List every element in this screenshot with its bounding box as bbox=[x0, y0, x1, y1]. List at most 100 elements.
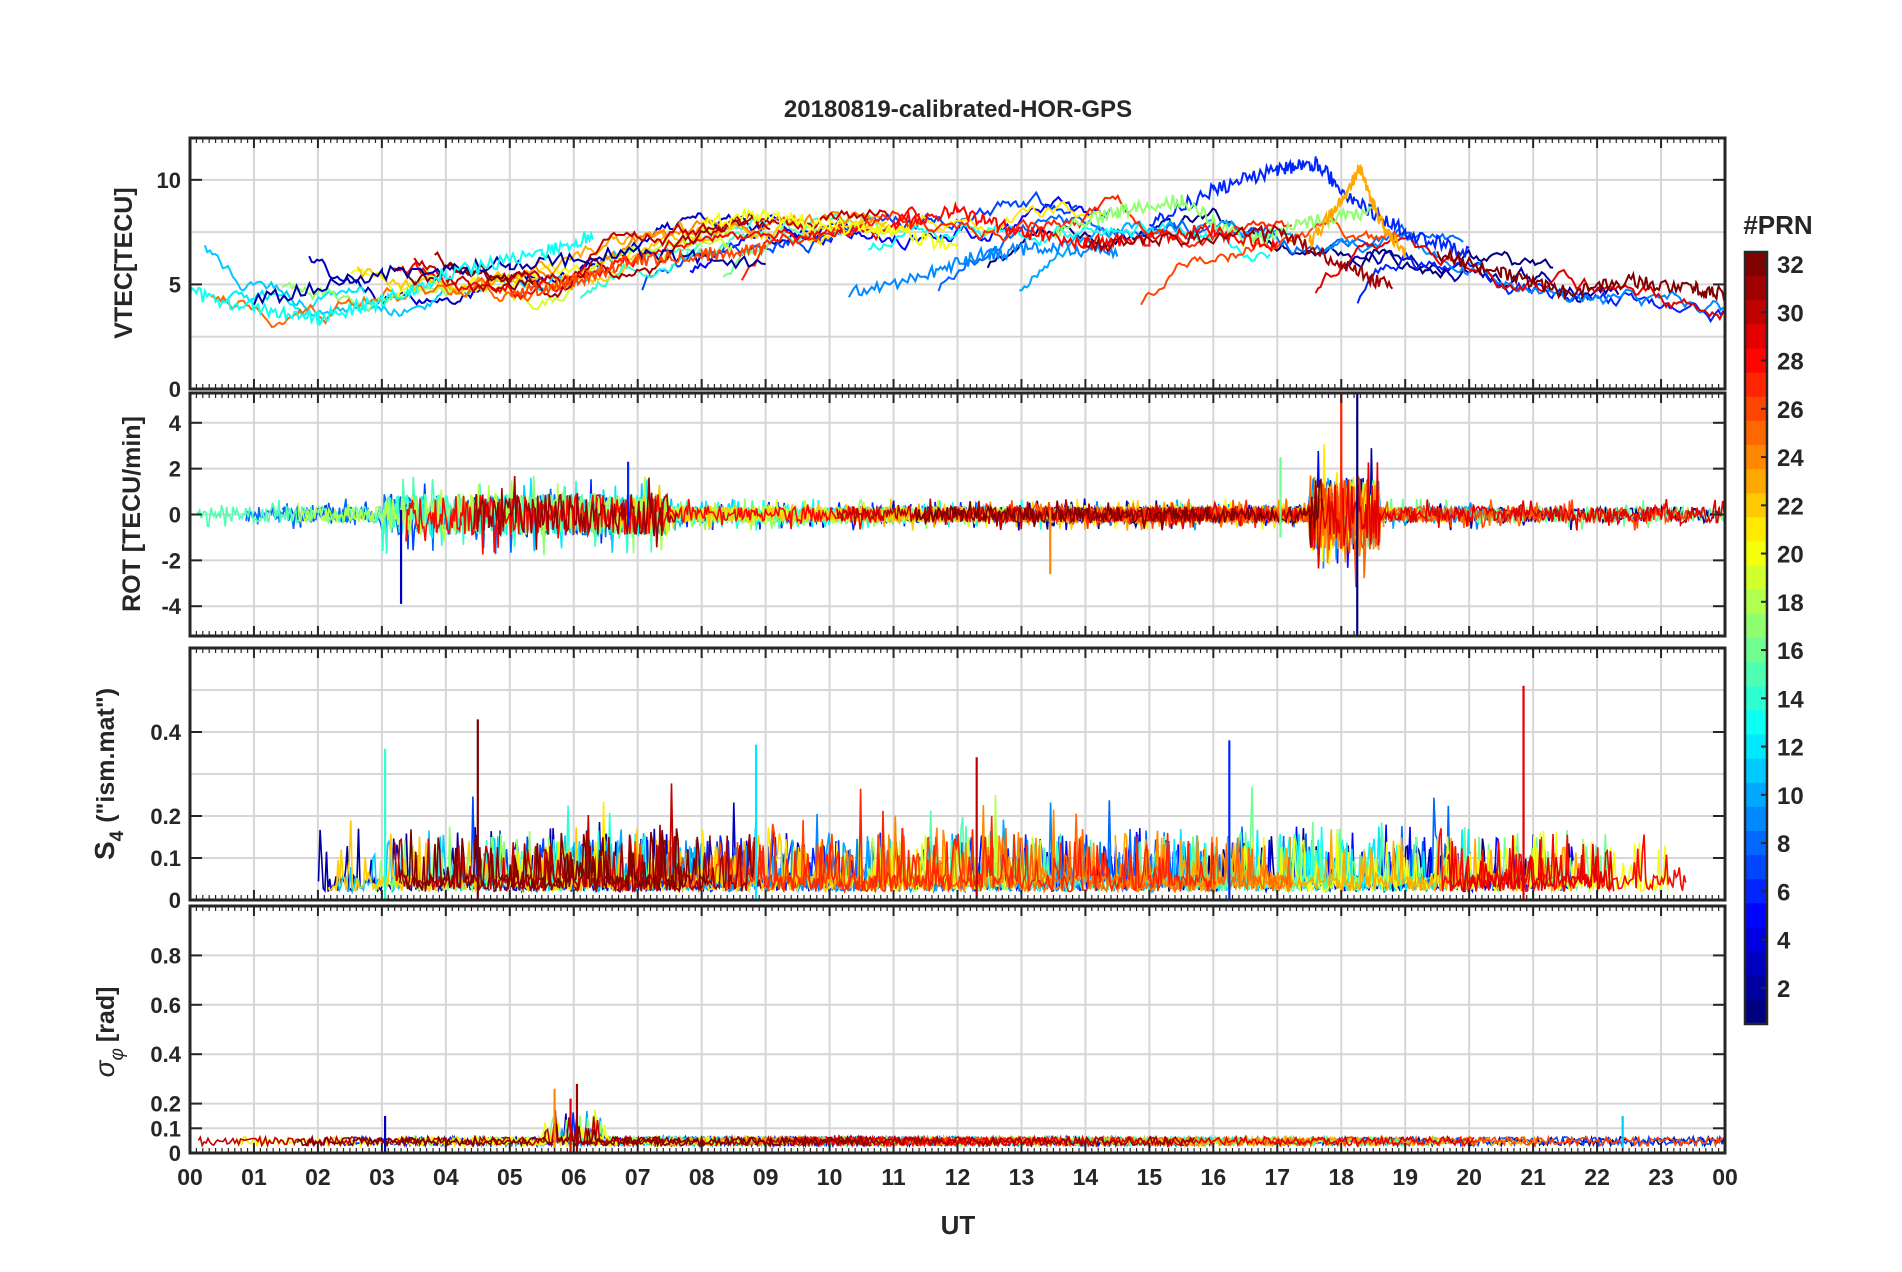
panel-rot-ylabel: ROT [TECU/min] bbox=[118, 416, 146, 612]
s4-trace-prn-29 bbox=[1446, 835, 1615, 893]
panel-s4-ytick-label: 0.2 bbox=[150, 804, 181, 829]
panel-vtec-trace-group bbox=[190, 156, 1725, 329]
colorbar-tick-label: 26 bbox=[1777, 397, 1804, 424]
x-tick-label: 12 bbox=[945, 1164, 971, 1190]
x-tick-label: 06 bbox=[561, 1164, 587, 1190]
colorbar-tick-label: 14 bbox=[1777, 686, 1804, 713]
panel-s4-trace-group bbox=[317, 685, 1687, 900]
x-tick-label: 18 bbox=[1328, 1164, 1354, 1190]
colorbar-band bbox=[1745, 589, 1767, 615]
panel-rot: -4 -2 0 2 4 ROT [TECU/min] bbox=[118, 391, 1727, 638]
rot-trace-prn-32 bbox=[914, 478, 1324, 546]
vtec-trace-prn-13 bbox=[868, 221, 1271, 262]
panel-rot-ytick-label: -4 bbox=[161, 594, 181, 619]
vtec-series-prn-6 bbox=[1148, 156, 1470, 258]
vtec-series-prn-26 bbox=[509, 241, 767, 299]
colorbar-band bbox=[1745, 927, 1767, 953]
panel-vtec-ytick-labels: 0 5 10 bbox=[157, 168, 181, 402]
x-tick-label: 03 bbox=[369, 1164, 395, 1190]
panel-s4-ytick-label: 0.1 bbox=[150, 846, 181, 871]
colorbar-band bbox=[1745, 517, 1767, 543]
x-tick-label: 05 bbox=[497, 1164, 523, 1190]
vtec-series-prn-28 bbox=[892, 200, 1279, 253]
panel-s4: 0 0.1 0.2 0.4 S4 ("ism.mat") bbox=[89, 646, 1727, 913]
vtec-series-prn-23 bbox=[1308, 163, 1407, 258]
sigma-trace-prn-32 bbox=[296, 1123, 870, 1149]
panel-sigma-phi: 00.10.2 0.4 0.6 0.8 00 01 02 03 04 05 06 07 08 09 10 1… bbox=[89, 904, 1738, 1240]
panel-s4-frame bbox=[188, 646, 1727, 902]
colorbar-tick-label: 24 bbox=[1777, 445, 1804, 472]
panel-rot-trace-group bbox=[196, 393, 1725, 636]
sigma-trace-prn-31 bbox=[566, 1117, 1196, 1149]
panel-s4-ylabel-sub: 4 bbox=[107, 830, 128, 841]
colorbar-band bbox=[1745, 999, 1767, 1025]
chart-title: 20180819-calibrated-HOR-GPS bbox=[784, 96, 1132, 123]
panel-sigma-phi-ytick-label: 0 bbox=[169, 1141, 181, 1166]
panel-s4-ytick-label: 0.4 bbox=[150, 720, 181, 745]
colorbar-band bbox=[1745, 903, 1767, 929]
panel-sigma-phi-ylabel-main: σ bbox=[89, 1059, 120, 1077]
panel-s4-ylabel: S4 ("ism.mat") bbox=[89, 688, 128, 860]
vtec-series-prn-9 bbox=[847, 239, 1119, 298]
panel-sigma-phi-ytick-labels: 00.10.2 0.4 0.6 0.8 bbox=[150, 943, 181, 1166]
colorbar-band bbox=[1745, 252, 1767, 277]
panel-vtec-ytick-label: 10 bbox=[157, 168, 181, 193]
vtec-trace-prn-11 bbox=[203, 240, 633, 318]
vtec-trace-prn-30 bbox=[413, 208, 889, 294]
panel-vtec-series bbox=[190, 156, 1725, 329]
colorbar-band bbox=[1745, 686, 1767, 711]
colorbar-band bbox=[1745, 276, 1767, 301]
colorbar-band bbox=[1745, 541, 1767, 567]
panel-rot-ticks bbox=[189, 393, 1726, 636]
colorbar-band bbox=[1745, 855, 1767, 880]
rot-trace-prn-31 bbox=[473, 475, 678, 550]
panel-vtec-ylabel: VTEC[TECU] bbox=[110, 187, 138, 338]
colorbar-band bbox=[1745, 493, 1767, 518]
panel-rot-ytick-label: -2 bbox=[161, 548, 181, 573]
panel-rot-ytick-label: 0 bbox=[169, 503, 181, 528]
panel-sigma-phi-frame bbox=[188, 904, 1727, 1155]
x-tick-label: 15 bbox=[1137, 1164, 1163, 1190]
colorbar-band bbox=[1745, 565, 1767, 591]
panel-s4-series bbox=[317, 685, 1687, 900]
colorbar-band bbox=[1745, 831, 1767, 856]
vtec-trace-prn-5 bbox=[689, 195, 1111, 274]
colorbar-band bbox=[1745, 445, 1767, 470]
x-tick-label: 14 bbox=[1073, 1164, 1099, 1190]
colorbar-tick-label: 2 bbox=[1777, 976, 1790, 1003]
x-tick-label: 23 bbox=[1648, 1164, 1674, 1190]
panel-rot-ytick-labels: -4 -2 0 2 4 bbox=[161, 411, 181, 619]
panel-rot-series bbox=[196, 393, 1725, 636]
colorbar-band bbox=[1745, 300, 1767, 325]
vtec-trace-prn-32 bbox=[396, 261, 539, 292]
colorbar-band bbox=[1745, 734, 1767, 760]
colorbar-band bbox=[1745, 782, 1767, 808]
vtec-trace-prn-14 bbox=[579, 214, 768, 300]
colorbar-band bbox=[1745, 613, 1767, 639]
panel-s4-ytick-label: 0 bbox=[169, 888, 181, 913]
colorbar-tick-label: 16 bbox=[1777, 638, 1804, 665]
s4-trace-prn-31 bbox=[504, 824, 762, 893]
panel-sigma-phi-trace-group bbox=[197, 1083, 1725, 1153]
panel-sigma-phi-ytick-label: 0.8 bbox=[150, 943, 181, 968]
colorbar-tick-label: 4 bbox=[1777, 928, 1791, 955]
colorbar-band bbox=[1745, 396, 1767, 422]
x-axis-label: UT bbox=[941, 1210, 976, 1240]
colorbar-band bbox=[1745, 879, 1767, 904]
colorbar-tick-label: 10 bbox=[1777, 783, 1804, 810]
colorbar-tick-label: 8 bbox=[1777, 831, 1790, 858]
colorbar-bands bbox=[1745, 252, 1767, 1025]
panel-vtec-ytick-label: 0 bbox=[169, 377, 181, 402]
vtec-trace-prn-6 bbox=[1356, 251, 1725, 324]
colorbar-tick-label: 30 bbox=[1777, 300, 1804, 327]
s4-trace-prn-32 bbox=[399, 828, 711, 893]
vtec-trace-prn-12 bbox=[220, 285, 366, 317]
x-tick-label: 00 bbox=[1712, 1164, 1738, 1190]
colorbar-band bbox=[1745, 806, 1767, 832]
x-tick-label: 21 bbox=[1520, 1164, 1546, 1190]
x-tick-label: 22 bbox=[1584, 1164, 1610, 1190]
panel-vtec: 0 5 10 VTEC[TECU] bbox=[110, 136, 1727, 402]
x-tick-label: 11 bbox=[881, 1164, 906, 1190]
x-tick-label: 16 bbox=[1201, 1164, 1227, 1190]
